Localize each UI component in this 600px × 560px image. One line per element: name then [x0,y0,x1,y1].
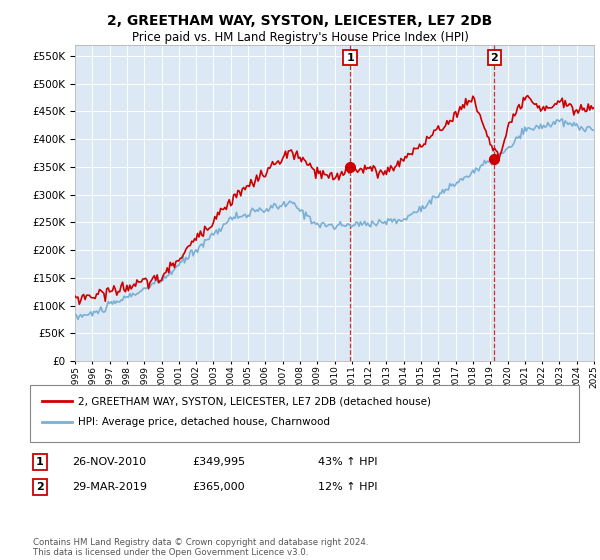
Text: 26-NOV-2010: 26-NOV-2010 [72,457,146,467]
Text: 1: 1 [346,53,354,63]
Text: 2, GREETHAM WAY, SYSTON, LEICESTER, LE7 2DB (detached house): 2, GREETHAM WAY, SYSTON, LEICESTER, LE7 … [78,396,431,406]
Text: £365,000: £365,000 [192,482,245,492]
Text: 2: 2 [490,53,498,63]
Text: 12% ↑ HPI: 12% ↑ HPI [318,482,377,492]
Text: £349,995: £349,995 [192,457,245,467]
Text: 1: 1 [36,457,44,467]
Text: 43% ↑ HPI: 43% ↑ HPI [318,457,377,467]
Text: 2: 2 [36,482,44,492]
Text: 29-MAR-2019: 29-MAR-2019 [72,482,147,492]
Text: HPI: Average price, detached house, Charnwood: HPI: Average price, detached house, Char… [78,417,330,427]
Text: Contains HM Land Registry data © Crown copyright and database right 2024.
This d: Contains HM Land Registry data © Crown c… [33,538,368,557]
Text: 2, GREETHAM WAY, SYSTON, LEICESTER, LE7 2DB: 2, GREETHAM WAY, SYSTON, LEICESTER, LE7 … [107,14,493,28]
Text: Price paid vs. HM Land Registry's House Price Index (HPI): Price paid vs. HM Land Registry's House … [131,31,469,44]
